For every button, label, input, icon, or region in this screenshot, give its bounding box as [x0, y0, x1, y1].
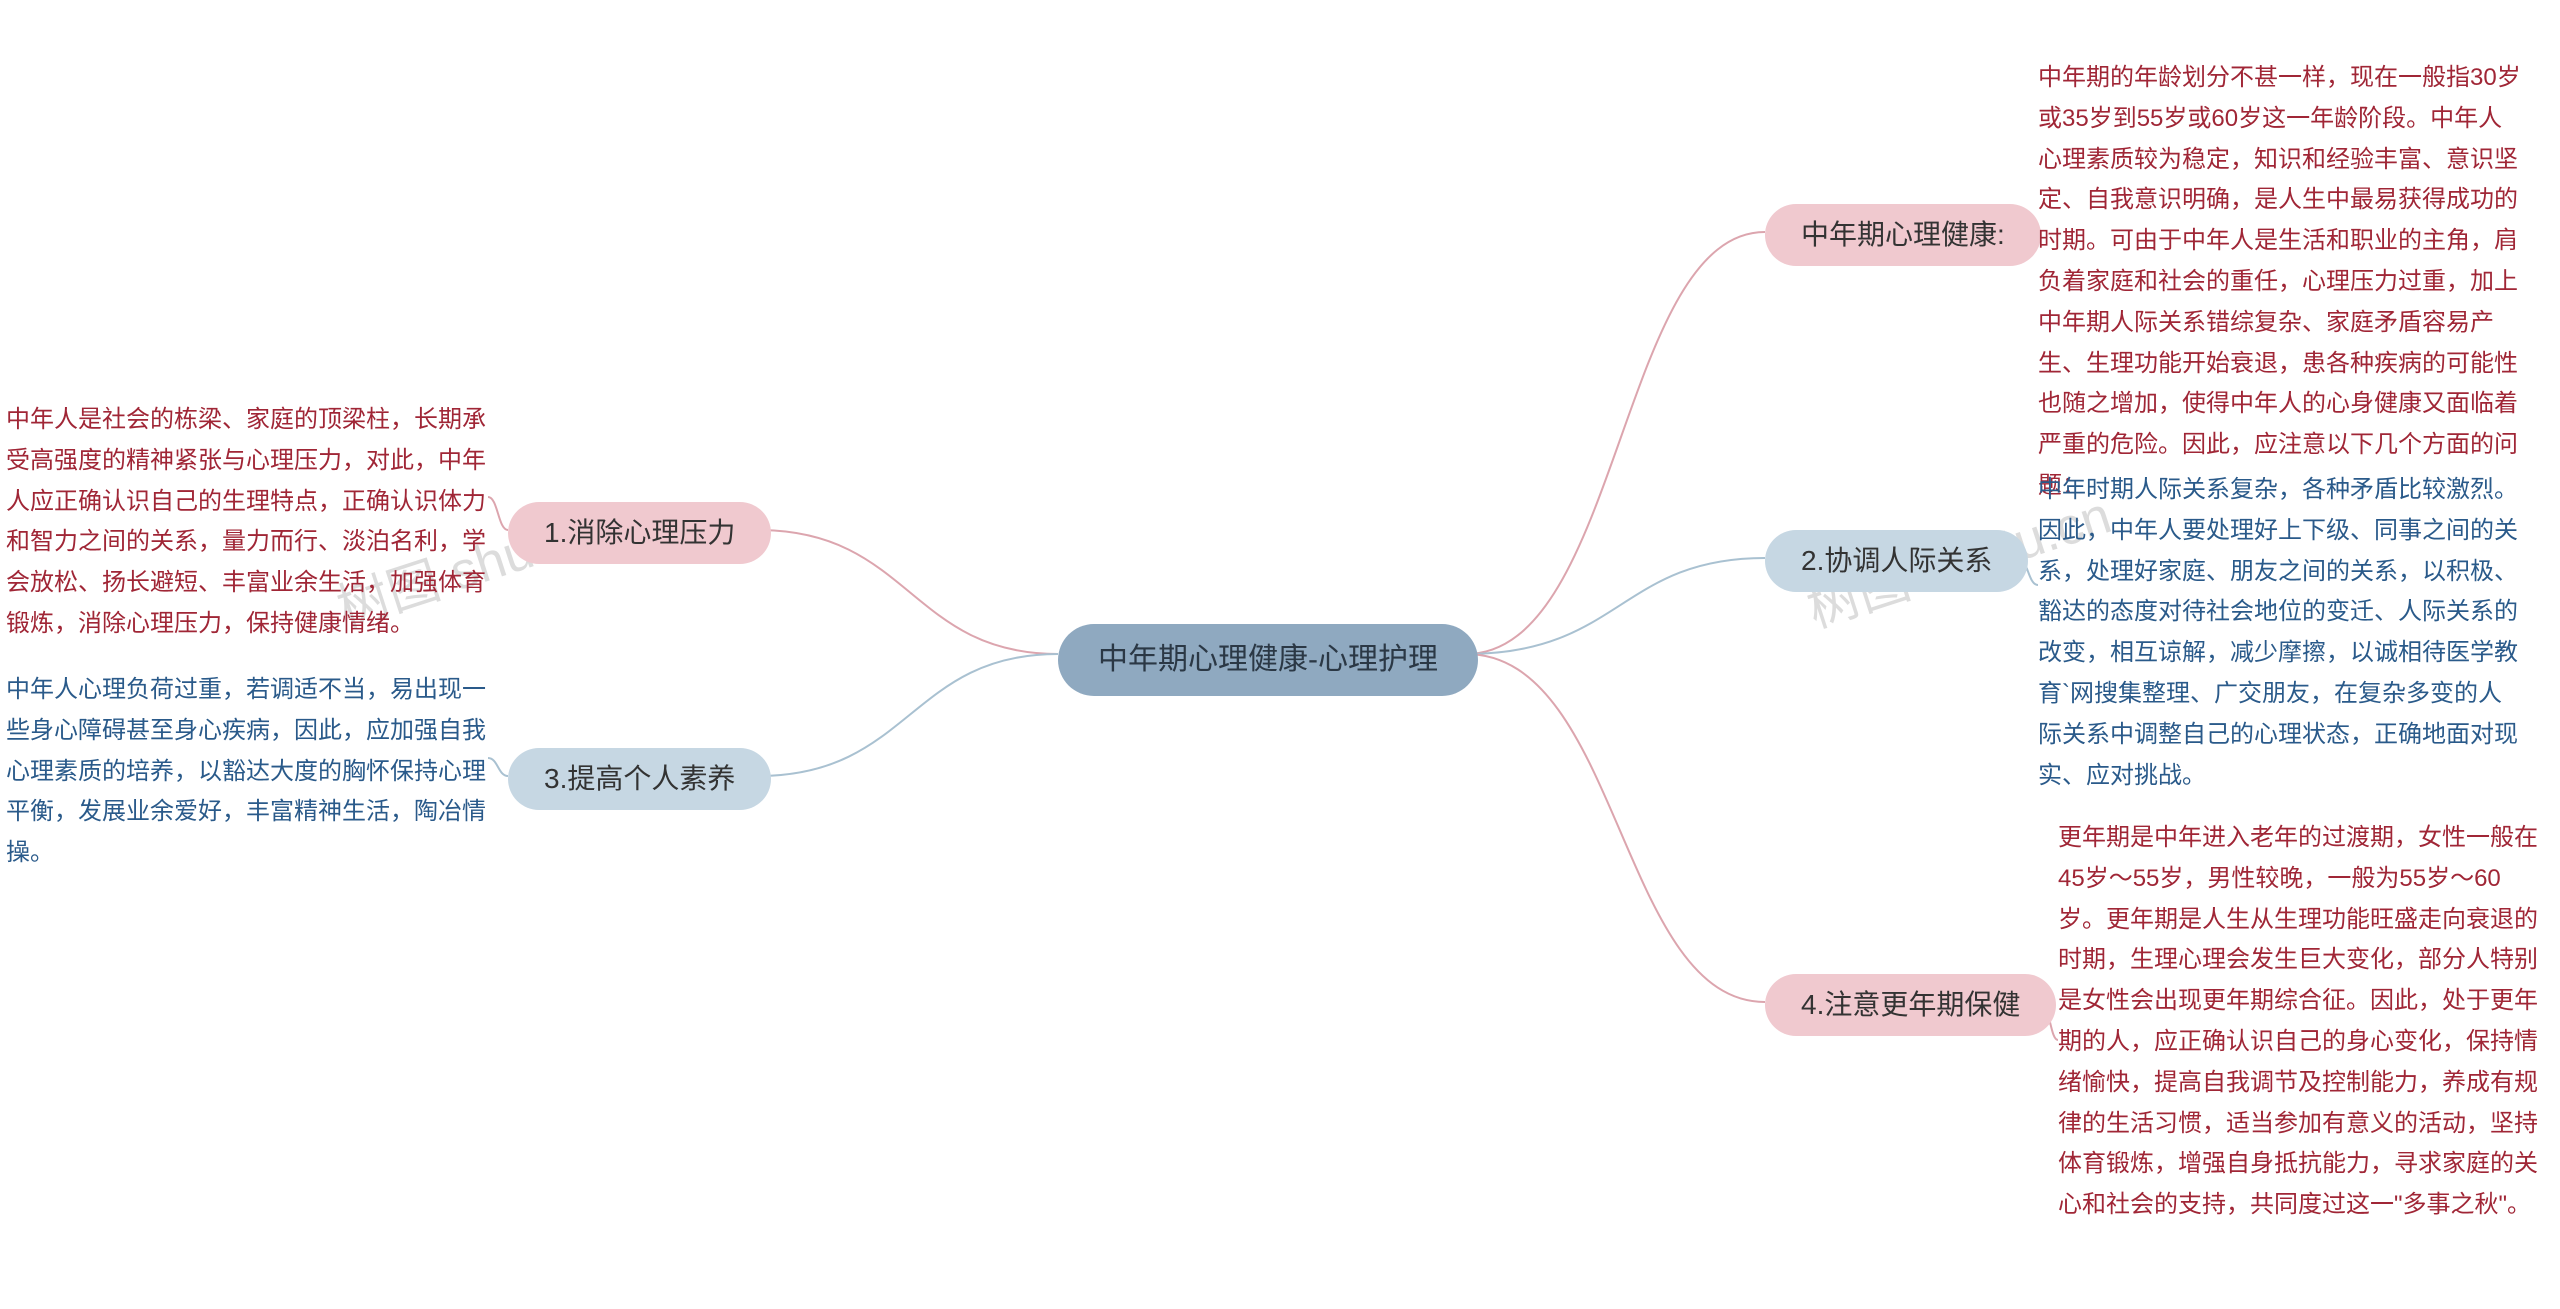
leaf-midlife-health-text: 中年期的年龄划分不甚一样，现在一般指30岁或35岁到55岁或60岁这一年龄阶段。… [2038, 58, 2523, 507]
node-interpersonal[interactable]: 2.协调人际关系 [1765, 530, 2028, 592]
leaf-interpersonal-text: 中年时期人际关系复杂，各种矛盾比较激烈。因此，中年人要处理好上下级、同事之间的关… [2038, 470, 2523, 796]
mindmap-canvas: 树图 shutu.cn 树图 shutu.cn 中年期心理健康-心理护理 中年期… [0, 0, 2560, 1309]
node-midlife-health[interactable]: 中年期心理健康: [1765, 204, 2041, 266]
node-relieve-pressure[interactable]: 1.消除心理压力 [508, 502, 771, 564]
leaf-self-improve-text: 中年人心理负荷过重，若调适不当，易出现一些身心障碍甚至身心疾病，因此，应加强自我… [6, 670, 488, 874]
node-self-improve[interactable]: 3.提高个人素养 [508, 748, 771, 810]
root-node[interactable]: 中年期心理健康-心理护理 [1058, 624, 1478, 696]
node-menopause[interactable]: 4.注意更年期保健 [1765, 974, 2056, 1036]
leaf-pressure-text: 中年人是社会的栋梁、家庭的顶梁柱，长期承受高强度的精神紧张与心理压力，对此，中年… [6, 400, 488, 645]
leaf-menopause-text: 更年期是中年进入老年的过渡期，女性一般在45岁～55岁，男性较晚，一般为55岁～… [2058, 818, 2543, 1226]
